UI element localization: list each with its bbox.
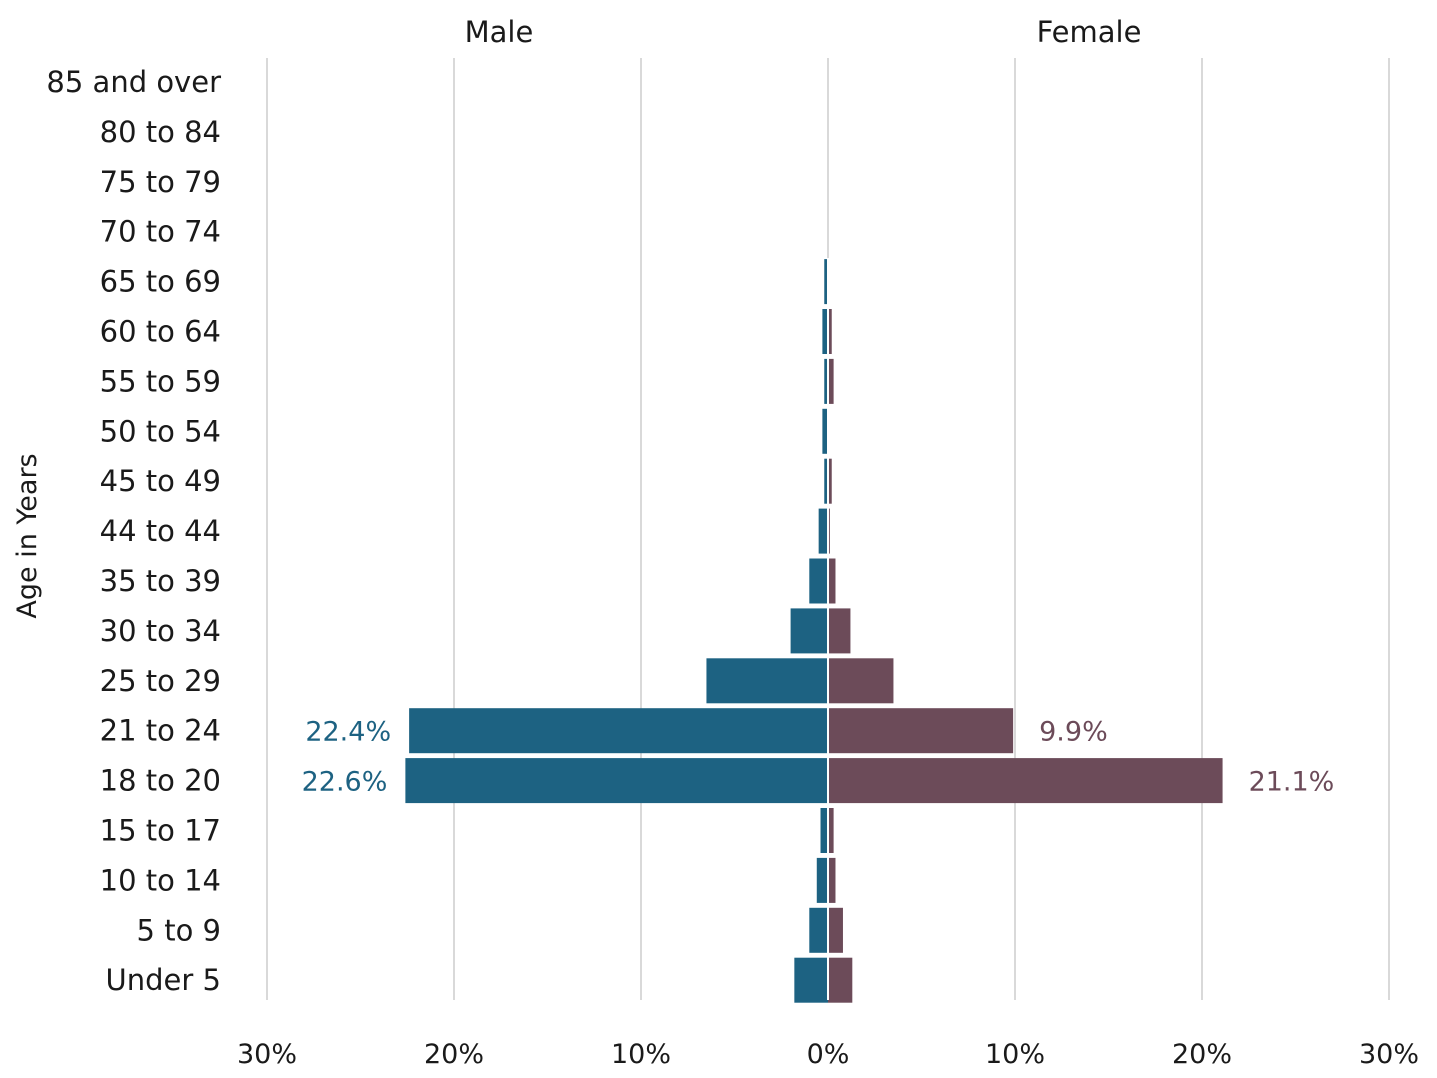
category-label-4: 65 to 69 <box>100 265 221 299</box>
bar-male-6 <box>824 358 828 404</box>
category-label-6: 55 to 59 <box>100 364 221 398</box>
bar-male-12 <box>706 658 828 704</box>
bar-female-15 <box>828 808 834 853</box>
bar-female-11 <box>828 608 851 654</box>
bar-male-9 <box>818 508 828 554</box>
y-axis-title: Age in Years <box>12 453 43 618</box>
category-label-17: 5 to 9 <box>137 913 221 947</box>
category-label-14: 18 to 20 <box>100 764 221 798</box>
x-tick-label-6: 30% <box>1359 1039 1419 1070</box>
bar-male-7 <box>822 408 828 454</box>
data-label-1: 22.6% <box>302 767 388 798</box>
bar-male-18 <box>794 957 828 1003</box>
data-label-0: 22.4% <box>305 717 391 748</box>
bars <box>405 258 1223 1003</box>
male-side-title: Male <box>465 15 534 49</box>
x-tick-label-1: 20% <box>424 1039 484 1070</box>
bar-male-15 <box>820 808 828 853</box>
category-label-9: 44 to 44 <box>100 514 221 548</box>
bar-female-13 <box>828 708 1014 754</box>
bar-male-16 <box>816 857 828 903</box>
x-tick-label-2: 10% <box>611 1039 671 1070</box>
bar-male-10 <box>809 558 828 604</box>
bar-female-10 <box>828 558 836 604</box>
bar-female-8 <box>828 458 832 504</box>
bar-male-8 <box>824 458 828 504</box>
category-label-10: 35 to 39 <box>100 564 221 598</box>
category-label-8: 45 to 49 <box>100 464 221 498</box>
category-label-7: 50 to 54 <box>100 414 221 448</box>
bar-male-11 <box>790 608 828 654</box>
x-tick-label-3: 0% <box>807 1039 850 1070</box>
x-tick-label-0: 30% <box>237 1039 297 1070</box>
bar-female-17 <box>828 907 843 953</box>
female-side-title: Female <box>1037 15 1142 49</box>
x-tick-label-5: 20% <box>1172 1039 1232 1070</box>
data-label-3: 21.1% <box>1249 767 1335 798</box>
bar-female-6 <box>828 358 834 404</box>
bar-female-18 <box>828 957 853 1003</box>
bar-female-16 <box>828 857 836 903</box>
category-label-3: 70 to 74 <box>100 215 221 249</box>
bar-female-14 <box>828 758 1223 804</box>
category-label-16: 10 to 14 <box>100 863 221 897</box>
data-label-2: 9.9% <box>1039 717 1108 748</box>
bar-female-12 <box>828 658 894 704</box>
bar-male-17 <box>809 907 828 953</box>
category-label-1: 80 to 84 <box>100 115 221 149</box>
bar-male-13 <box>409 708 828 754</box>
category-label-0: 85 and over <box>46 65 221 99</box>
bar-male-5 <box>822 309 828 354</box>
category-label-13: 21 to 24 <box>100 714 221 748</box>
gridlines <box>266 58 1390 1000</box>
category-label-12: 25 to 29 <box>100 664 221 698</box>
bar-male-4 <box>824 259 828 305</box>
category-label-15: 15 to 17 <box>100 814 221 848</box>
bar-male-14 <box>405 758 828 804</box>
bar-female-5 <box>828 309 832 354</box>
x-tick-label-4: 10% <box>985 1039 1045 1070</box>
labels: 30% 20% 10% 0% 10% 20% 30% 85 and over 80 to 84 7… <box>46 65 1419 1070</box>
category-label-5: 60 to 64 <box>100 315 221 349</box>
category-label-18: Under 5 <box>106 963 221 997</box>
category-label-2: 75 to 79 <box>100 165 221 199</box>
category-label-11: 30 to 34 <box>100 614 221 648</box>
